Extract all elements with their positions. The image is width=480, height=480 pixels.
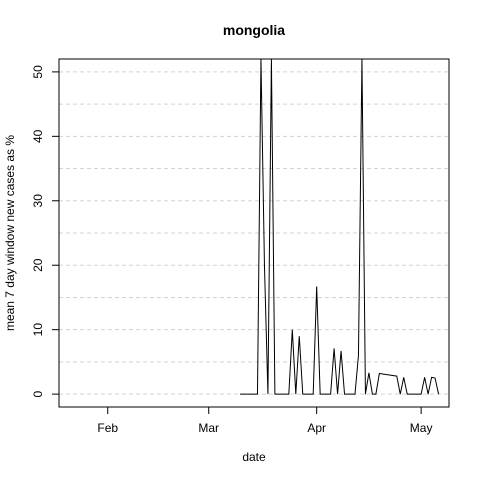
x-tick-label: Feb xyxy=(97,421,118,435)
x-tick-label: May xyxy=(410,421,433,435)
y-tick-label: 0 xyxy=(31,390,45,397)
y-tick-label: 20 xyxy=(31,258,45,272)
y-tick-label: 30 xyxy=(31,194,45,208)
y-tick-label: 40 xyxy=(31,129,45,143)
x-tick-label: Apr xyxy=(307,421,326,435)
y-axis: 0 10 20 30 40 50 xyxy=(31,65,60,397)
series-line-0 xyxy=(240,59,440,395)
series-group xyxy=(240,59,440,395)
grid-lines xyxy=(59,71,449,395)
x-tick-label: Mar xyxy=(198,421,219,435)
chart-title: mongolia xyxy=(223,22,285,38)
y-tick-label: 10 xyxy=(31,323,45,337)
x-axis-label: date xyxy=(242,450,266,464)
y-tick-label: 50 xyxy=(31,65,45,79)
y-axis-label: mean 7 day window new cases as % xyxy=(3,135,17,331)
x-axis: Feb Mar Apr May xyxy=(97,406,433,435)
